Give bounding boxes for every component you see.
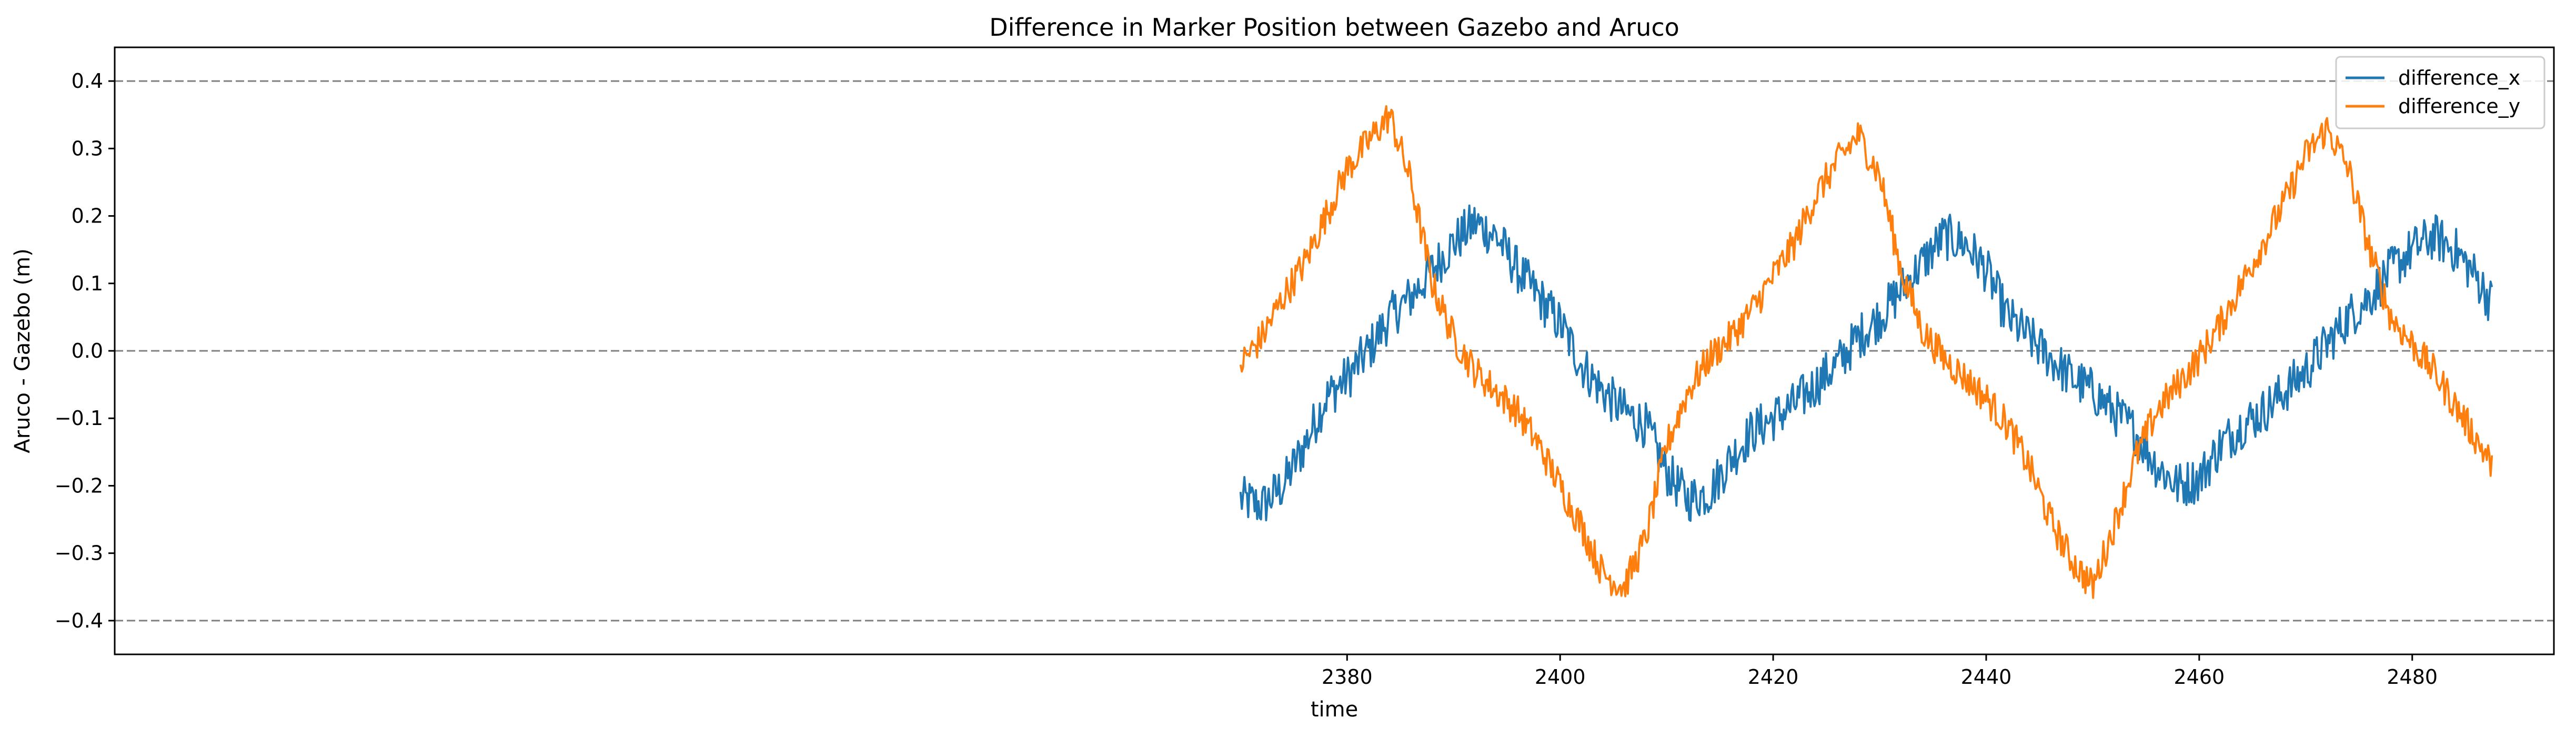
x-tick-label: 2420	[1748, 665, 1799, 689]
y-tick-label: 0.1	[72, 272, 103, 295]
series-line-difference_x	[1239, 204, 2493, 522]
y-tick-label: −0.1	[55, 407, 103, 430]
y-tick-label: 0.3	[72, 137, 103, 160]
y-tick-label: −0.3	[55, 542, 103, 565]
legend: difference_x difference_y	[2335, 56, 2545, 129]
x-tick-label: 2440	[1961, 665, 2012, 689]
chart-title: Difference in Marker Position between Ga…	[989, 13, 1679, 42]
y-tick-label: 0.0	[72, 339, 103, 362]
y-axis-label: Aruco - Gazebo (m)	[11, 248, 35, 453]
y-tick-label: −0.4	[55, 609, 103, 632]
x-axis-ticks: 2380 2400 2420 2440 2460 2480	[1322, 654, 2438, 689]
x-tick-label: 2460	[2174, 665, 2225, 689]
series-lines	[1239, 105, 2493, 599]
x-tick-label: 2400	[1535, 665, 1586, 689]
x-tick-label: 2380	[1322, 665, 1373, 689]
legend-box	[2335, 56, 2545, 129]
y-tick-label: 0.4	[72, 69, 103, 93]
legend-label: difference_y	[2398, 95, 2520, 118]
x-tick-label: 2480	[2387, 665, 2438, 689]
series-line-difference_y	[1239, 105, 2493, 599]
y-axis-ticks: −0.4 −0.3 −0.2 −0.1 0.0 0.1 0.2 0.3 0.4	[55, 69, 115, 632]
y-tick-label: −0.2	[55, 474, 103, 497]
legend-label: difference_x	[2398, 66, 2520, 89]
reference-lines	[115, 80, 2554, 622]
x-axis-label: time	[1311, 697, 1358, 722]
y-tick-label: 0.2	[72, 205, 103, 228]
